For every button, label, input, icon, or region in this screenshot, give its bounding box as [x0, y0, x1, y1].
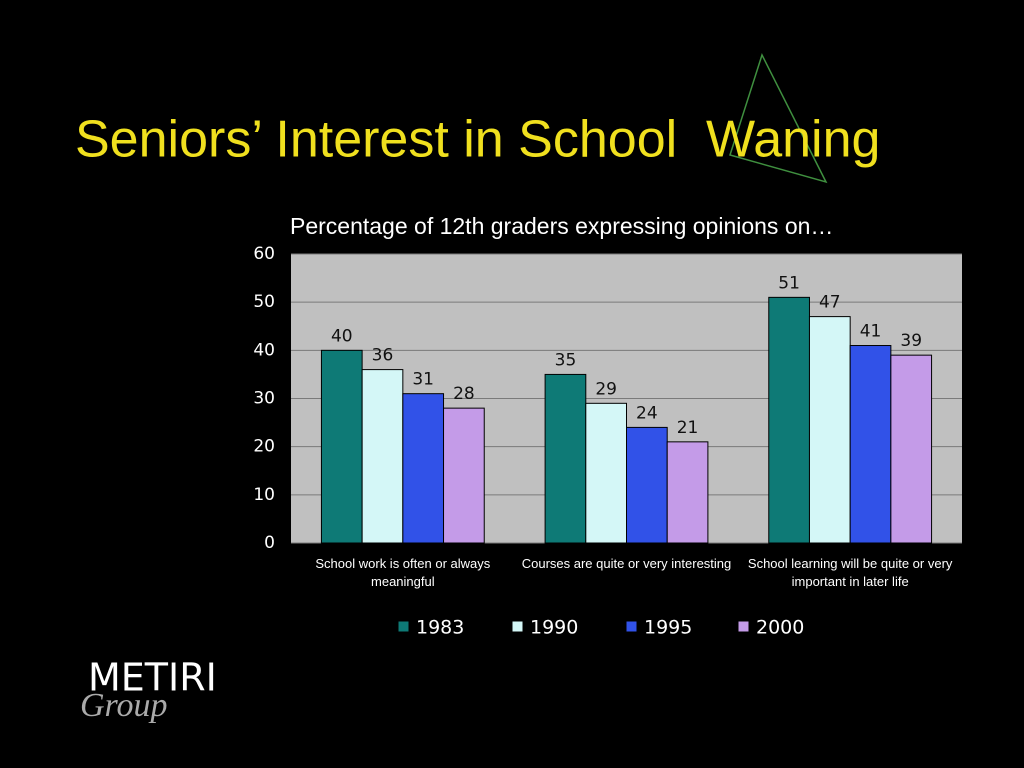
x-tick-label: School learning will be quite or very im…	[747, 556, 953, 589]
bar	[544, 373, 587, 544]
logo-sub: Group	[80, 687, 168, 724]
legend-swatch	[511, 620, 524, 633]
value-label: 21	[677, 418, 699, 438]
y-tick-label: 40	[253, 340, 275, 360]
legend-swatch	[737, 620, 750, 633]
bar	[585, 402, 627, 544]
bar	[808, 316, 851, 544]
bar	[768, 296, 810, 544]
legend-label: 1995	[644, 617, 692, 639]
value-label: 40	[331, 326, 353, 346]
value-label: 28	[453, 384, 475, 404]
y-tick-label: 30	[253, 389, 275, 409]
value-label: 35	[555, 350, 577, 370]
value-label: 36	[372, 346, 394, 366]
bar	[890, 354, 933, 544]
value-label: 41	[860, 322, 882, 342]
bar	[361, 369, 404, 544]
logo-name: METIRI	[88, 656, 217, 700]
y-tick-label: 20	[253, 437, 275, 457]
bar	[666, 441, 709, 544]
bar	[443, 407, 485, 544]
bar	[402, 393, 445, 544]
value-label: 24	[636, 403, 658, 423]
chart-title: Seniors’ Interest in School Waning	[75, 111, 880, 169]
legend-swatch	[397, 620, 410, 633]
value-label: 31	[412, 370, 434, 390]
bar	[626, 426, 668, 544]
legend-label: 2000	[756, 617, 804, 639]
value-label: 47	[819, 293, 841, 313]
y-tick-label: 0	[264, 533, 275, 553]
bar	[320, 349, 363, 544]
legend-swatch	[625, 620, 638, 633]
value-label: 29	[595, 379, 617, 399]
decor-triangle	[729, 53, 828, 184]
y-tick-label: 60	[253, 244, 275, 264]
chart-subtitle: Percentage of 12th graders expressing op…	[290, 213, 833, 239]
value-label: 39	[900, 331, 922, 351]
value-label: 51	[778, 273, 800, 293]
x-tick-label: Courses are quite or very interesting	[521, 556, 732, 571]
x-tick-label: School work is often or always meaningfu…	[315, 556, 491, 589]
y-tick-label: 10	[253, 485, 275, 505]
y-tick-label: 50	[253, 292, 275, 312]
bar	[849, 345, 892, 544]
legend-label: 1983	[416, 617, 464, 639]
legend-label: 1990	[530, 617, 578, 639]
